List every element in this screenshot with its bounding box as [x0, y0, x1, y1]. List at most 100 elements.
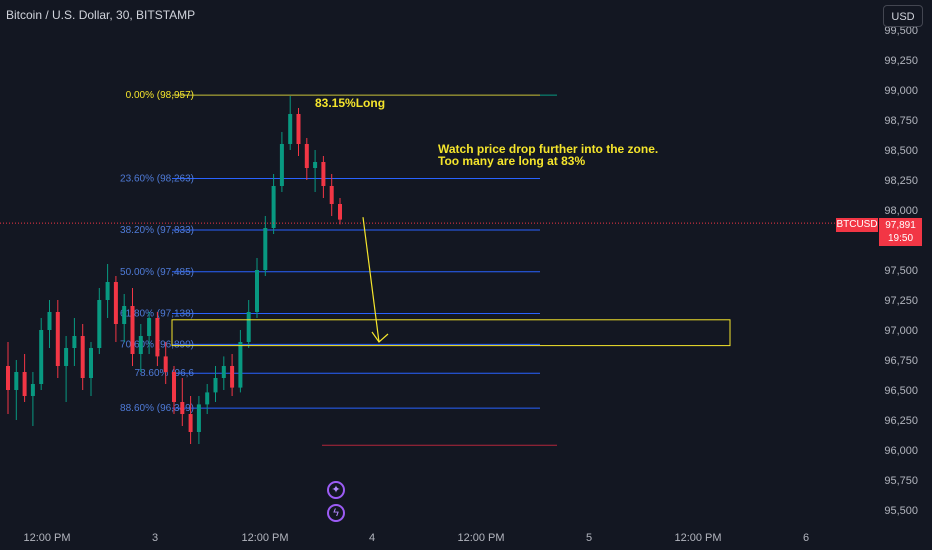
candle-body — [246, 312, 251, 342]
candle — [188, 396, 193, 444]
price-tick-label: 97,000 — [884, 325, 918, 337]
candle-body — [55, 312, 60, 366]
candle — [221, 356, 226, 390]
candle-body — [163, 356, 168, 372]
candle-body — [196, 404, 201, 432]
candle — [255, 258, 259, 318]
price-tick-label: 96,250 — [884, 415, 918, 427]
candle — [172, 366, 176, 414]
candle-body — [230, 366, 235, 388]
price-tick-label: 98,750 — [884, 115, 918, 127]
candle — [338, 198, 342, 225]
symbol-price-label: BTCUSD — [836, 218, 878, 232]
analysis-note[interactable]: Watch price drop further into the zone. … — [438, 143, 658, 167]
price-tick-label: 98,250 — [884, 175, 918, 187]
candle — [39, 318, 44, 390]
candle-body — [329, 186, 334, 204]
fib-label: 88.60% (96,349) — [120, 403, 194, 414]
candle — [97, 288, 102, 354]
price-axis-bg — [836, 0, 932, 524]
candle-body — [255, 270, 259, 312]
candle-body — [30, 384, 35, 396]
candle-body — [122, 306, 127, 324]
chart-title: Bitcoin / U.S. Dollar, 30, BITSTAMP — [6, 8, 196, 22]
time-tick-label: 6 — [803, 532, 809, 544]
candle-body — [304, 144, 309, 168]
candle-body — [22, 372, 27, 396]
candle — [213, 366, 218, 402]
candle-body — [138, 336, 143, 354]
candle-body — [64, 348, 69, 366]
candle — [304, 138, 309, 180]
price-tick-label: 98,000 — [884, 205, 918, 217]
price-tick-label: 99,000 — [884, 85, 918, 97]
price-axis[interactable]: 99,500 99,250 99,000 98,750 98,500 98,250 98,0… — [836, 0, 932, 524]
candle-body — [238, 342, 243, 388]
candle-body — [313, 162, 318, 168]
time-tick-label: 12:00 PM — [457, 532, 504, 544]
candle-body — [213, 378, 218, 393]
candle — [14, 360, 19, 420]
candle — [72, 318, 77, 366]
candle-body — [321, 162, 326, 186]
candle — [122, 294, 127, 342]
price-tick-label: 98,500 — [884, 145, 918, 157]
fib-label: 50.00% (97,485) — [120, 267, 194, 278]
currency-button[interactable]: USD — [883, 5, 923, 27]
candle-body — [130, 306, 135, 354]
candle — [55, 300, 60, 378]
candle — [147, 312, 152, 354]
long-ratio-label[interactable]: 83.15%Long — [315, 96, 386, 110]
candle-body — [205, 392, 210, 405]
candle — [246, 300, 251, 348]
candle-body — [14, 372, 19, 390]
candle — [313, 150, 318, 192]
arrow-head — [371, 331, 389, 343]
fib-label: 38.20% (97,833) — [120, 225, 194, 236]
fib-label: 0.00% (98,957) — [126, 90, 194, 101]
candle-body — [288, 114, 293, 144]
candle — [296, 108, 301, 156]
last-price-tag: 97,891 19:50 — [879, 218, 922, 246]
candle — [288, 96, 293, 150]
time-tick-label: 12:00 PM — [23, 532, 70, 544]
time-axis[interactable]: 12:00 PM 3 12:00 PM 4 12:00 PM 5 12:00 PM 6 — [23, 532, 809, 544]
last-price-value: 97,891 — [885, 220, 916, 231]
candle — [205, 384, 210, 414]
candle — [279, 132, 284, 192]
candle-body — [39, 330, 44, 384]
candle — [6, 342, 10, 414]
fib-label: 78.60% (96,6 — [135, 368, 195, 379]
price-tick-label: 97,500 — [884, 265, 918, 277]
target-zone — [171, 319, 731, 347]
candle — [138, 324, 143, 372]
candle-body — [113, 282, 118, 324]
candle-body — [338, 204, 342, 220]
candle — [64, 336, 69, 402]
candle-body — [6, 366, 10, 390]
candle-body — [271, 186, 276, 228]
candle-body — [80, 336, 85, 378]
candle — [180, 378, 185, 426]
candle-body — [72, 336, 77, 348]
candle-body — [263, 228, 268, 270]
candlestick-series — [6, 96, 342, 444]
candle-body — [172, 372, 176, 402]
candle-body — [105, 282, 110, 300]
arrow-line — [362, 217, 380, 343]
sparkle-icon[interactable]: ✦ — [327, 481, 345, 499]
time-tick-label: 4 — [369, 532, 375, 544]
fib-retracement[interactable]: 0.00% (98,957) 23.60% (98,263) 38.20% (97,… — [120, 90, 557, 414]
candle — [80, 324, 85, 390]
lightning-icon[interactable]: ϟ — [327, 504, 345, 522]
candle — [30, 372, 35, 426]
fib-label: 23.60% (98,263) — [120, 173, 194, 184]
candle — [105, 264, 110, 318]
candle — [230, 354, 235, 396]
candle — [22, 354, 27, 402]
bar-countdown: 19:50 — [887, 233, 914, 244]
candle-body — [97, 300, 102, 348]
drawing-overlays[interactable] — [0, 217, 836, 446]
candle-body — [221, 366, 226, 378]
